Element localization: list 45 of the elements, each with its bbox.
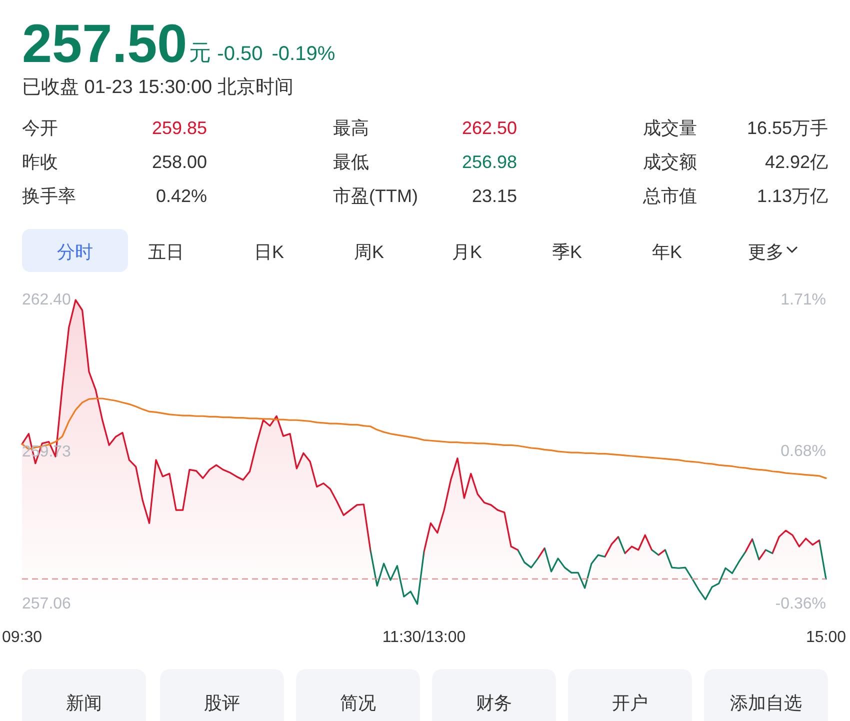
- x-tick-label: 11:30/13:00: [382, 629, 466, 646]
- text: 258.00: [152, 152, 207, 172]
- text: 分时: [57, 242, 93, 262]
- y-tick-label: 257.06: [22, 596, 72, 612]
- text: 新闻: [66, 693, 102, 713]
- text: 昨收: [22, 152, 58, 172]
- text: 23.15: [472, 186, 517, 206]
- text: 成交量: [643, 118, 697, 138]
- text: 五日: [148, 242, 184, 262]
- text: 季K: [552, 242, 582, 262]
- text: 最低: [333, 152, 369, 172]
- text: 添加自选: [730, 693, 802, 713]
- text: 财务: [476, 693, 512, 713]
- text: -0.50: [217, 43, 263, 65]
- x-tick-label: 09:30: [2, 629, 42, 646]
- text: 成交额: [643, 152, 697, 172]
- text: 42.92亿: [764, 152, 828, 172]
- text: 256.98: [462, 152, 517, 172]
- y2-tick-label: 0.68%: [780, 442, 826, 460]
- text: 0.42%: [156, 186, 207, 206]
- text: 259.85: [152, 118, 207, 138]
- text: 257.50: [22, 14, 188, 74]
- text: 市盈(TTM): [333, 186, 418, 206]
- text: 已收盘 01-23 15:30:00 北京时间: [22, 76, 294, 98]
- text: 年K: [652, 242, 682, 262]
- x-tick-label: 15:00: [806, 629, 846, 646]
- text: -0.19%: [272, 43, 336, 65]
- y-tick-label: 262.40: [22, 292, 72, 308]
- text: 更多: [748, 242, 784, 262]
- text: 简况: [340, 693, 376, 713]
- text: 262.50: [462, 118, 517, 138]
- text: 月K: [452, 242, 482, 262]
- text: 最高: [333, 118, 369, 138]
- text: 周K: [354, 242, 384, 262]
- text: 16.55万手: [746, 118, 828, 138]
- text: 换手率: [22, 186, 76, 206]
- text: 今开: [22, 118, 58, 138]
- text: 股评: [204, 693, 240, 713]
- y2-tick-label: -0.36%: [775, 596, 826, 612]
- text: 日K: [254, 242, 284, 262]
- text: 1.13万亿: [756, 186, 828, 206]
- text: 元: [189, 40, 212, 65]
- y2-tick-label: 1.71%: [780, 292, 826, 308]
- text: 总市值: [642, 186, 697, 206]
- text: 开户: [612, 693, 648, 713]
